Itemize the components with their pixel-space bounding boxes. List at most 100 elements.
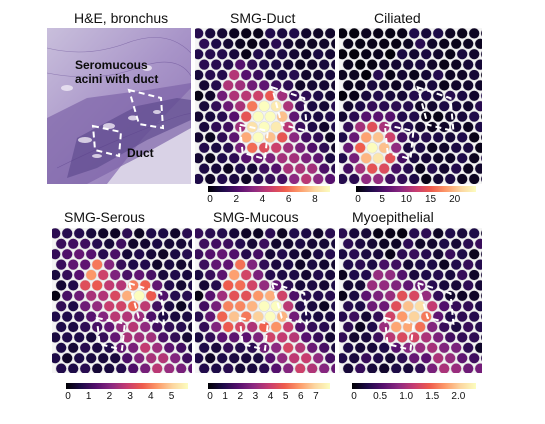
spot (480, 154, 482, 163)
spot (456, 110, 468, 123)
spot (276, 152, 288, 164)
spot (312, 152, 324, 164)
spot (276, 290, 288, 302)
spot (85, 290, 97, 302)
spot (402, 38, 414, 50)
spot (426, 342, 438, 354)
spot (204, 131, 216, 144)
spot (312, 90, 324, 102)
spot (204, 69, 216, 81)
spot (342, 258, 354, 271)
spot (228, 310, 240, 323)
spot (312, 69, 324, 81)
spot (276, 131, 288, 144)
spot (408, 173, 420, 184)
spot (195, 152, 204, 164)
spot (480, 91, 482, 100)
spot (312, 131, 324, 144)
spot (312, 173, 324, 184)
spot (372, 228, 384, 240)
spot (210, 342, 222, 354)
spot (462, 362, 474, 373)
spot (276, 228, 288, 240)
spot (61, 331, 73, 344)
spot (222, 100, 234, 112)
spot (354, 300, 366, 312)
spot (378, 238, 390, 250)
spot (55, 300, 67, 312)
spot (408, 110, 420, 123)
colorbar-tick-label: 0 (207, 194, 213, 205)
spot (276, 28, 288, 40)
spot (300, 28, 312, 40)
spot (294, 38, 306, 50)
spot (97, 331, 109, 344)
spot (330, 38, 335, 50)
colorbar-smg-serous (66, 383, 188, 389)
spot (115, 238, 127, 250)
spot (270, 162, 282, 175)
spot (109, 331, 121, 344)
spot (348, 131, 360, 144)
spot (258, 258, 270, 271)
spot (378, 279, 390, 292)
spot (210, 58, 222, 71)
spot (294, 342, 306, 354)
spot (103, 321, 115, 333)
spot (216, 331, 228, 344)
spot (163, 362, 175, 373)
spot (366, 362, 378, 373)
panel-title-smg-duct: SMG-Duct (230, 10, 296, 26)
spot (432, 90, 444, 102)
spot (157, 228, 169, 240)
spot (366, 58, 378, 71)
spot (103, 362, 115, 373)
spot (210, 279, 222, 292)
spot (462, 38, 474, 50)
spot (181, 248, 192, 260)
spot (306, 58, 318, 71)
spot (282, 321, 294, 333)
spot (396, 90, 408, 102)
spot (187, 342, 192, 354)
spot (366, 342, 378, 354)
spot (181, 228, 192, 240)
colorbar-tick-label: 5 (282, 391, 289, 402)
spot (456, 228, 468, 240)
spot (210, 300, 222, 312)
spot (390, 142, 402, 154)
spot (414, 238, 426, 250)
spot (342, 362, 354, 373)
spot (342, 142, 354, 154)
spot (169, 228, 181, 240)
spot (246, 321, 258, 333)
panel-title-smg-mucous: SMG-Mucous (213, 209, 299, 225)
spot (438, 238, 450, 250)
spot (378, 100, 390, 112)
spot (360, 331, 372, 344)
spot (438, 100, 450, 112)
spot (402, 100, 414, 112)
spot (372, 173, 384, 184)
spot (97, 352, 109, 364)
spot (234, 279, 246, 292)
spot (462, 279, 474, 292)
spot (420, 131, 432, 144)
spot (282, 38, 294, 50)
spot (306, 79, 318, 92)
panel-title-smg-serous: SMG-Serous (64, 209, 145, 225)
spot (480, 71, 482, 79)
spot (426, 79, 438, 92)
spot (432, 228, 444, 240)
spot (97, 228, 109, 240)
spot (216, 310, 228, 323)
spot (318, 58, 330, 71)
spot (384, 290, 396, 302)
spot (402, 362, 414, 373)
spot (456, 69, 468, 81)
smg-serous-spatial-map (52, 228, 192, 373)
spot (258, 279, 270, 292)
spot (378, 321, 390, 333)
spot (450, 162, 462, 175)
spot (438, 58, 450, 71)
